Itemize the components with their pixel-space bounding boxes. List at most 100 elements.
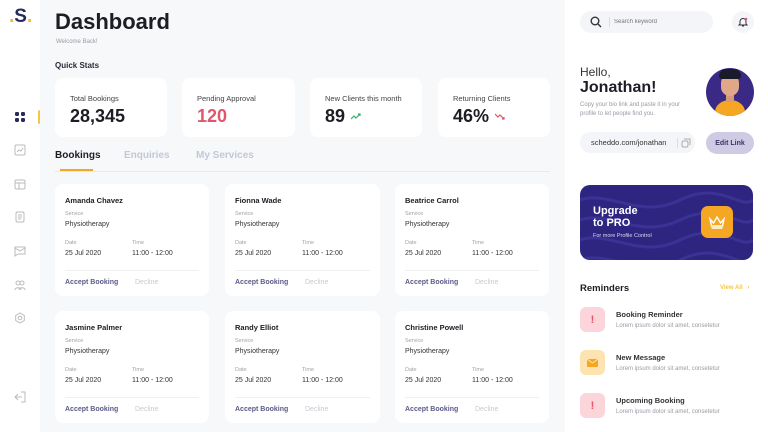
stat-label: Total Bookings xyxy=(70,94,119,103)
accept-booking-button[interactable]: Accept Booking xyxy=(405,279,459,286)
service-label: Service xyxy=(65,338,84,344)
view-all-link[interactable]: View All › xyxy=(720,285,750,291)
logout-button[interactable] xyxy=(12,389,28,405)
service-value: Physiotherapy xyxy=(65,348,110,355)
card-divider xyxy=(65,397,199,398)
reminder-icon-box: ! xyxy=(580,307,605,332)
calendar-icon xyxy=(14,179,26,190)
search-divider xyxy=(609,17,610,27)
time-value: 11:00 - 12:00 xyxy=(302,377,343,384)
client-name: Randy Elliot xyxy=(235,323,279,332)
reminder-icon-box xyxy=(580,350,605,375)
grid-icon xyxy=(15,112,25,122)
stat-label: Returning Clients xyxy=(453,94,511,103)
upgrade-subtitle: For more Profile Control xyxy=(593,233,652,239)
link-divider xyxy=(677,138,678,148)
decline-button[interactable]: Decline xyxy=(305,406,329,413)
date-label: Date xyxy=(405,367,417,373)
edit-link-button[interactable]: Edit Link xyxy=(706,132,754,154)
reminder-title: New Message xyxy=(616,353,666,362)
service-value: Physiotherapy xyxy=(405,221,450,228)
tab-enquiries[interactable]: Enquiries xyxy=(124,150,170,161)
reminder-item[interactable]: ! Booking Reminder Lorem ipsum dolor sit… xyxy=(580,307,755,333)
date-label: Date xyxy=(235,240,247,246)
date-label: Date xyxy=(65,240,77,246)
alert-icon: ! xyxy=(590,313,595,326)
tab-bookings[interactable]: Bookings xyxy=(55,150,101,161)
reminder-item[interactable]: ! Upcoming Booking Lorem ipsum dolor sit… xyxy=(580,393,755,419)
message-icon xyxy=(14,246,26,257)
decline-button[interactable]: Decline xyxy=(305,279,329,286)
booking-card: Randy Elliot Service Physiotherapy Date … xyxy=(225,311,380,423)
client-name: Jasmine Palmer xyxy=(65,323,123,332)
search-box[interactable] xyxy=(580,11,713,33)
upgrade-title: Upgrade to PRO xyxy=(593,205,638,229)
reminder-desc: Lorem ipsum dolor sit amet, consetetur xyxy=(616,323,720,329)
client-name: Fionna Wade xyxy=(235,196,282,205)
decline-button[interactable]: Decline xyxy=(475,279,499,286)
users-icon xyxy=(14,280,26,291)
sidebar: .S. xyxy=(0,0,40,432)
time-label: Time xyxy=(302,240,315,246)
nav-settings[interactable] xyxy=(12,310,28,326)
service-value: Physiotherapy xyxy=(405,348,450,355)
decline-button[interactable]: Decline xyxy=(135,279,159,286)
time-value: 11:00 - 12:00 xyxy=(132,250,173,257)
decline-button[interactable]: Decline xyxy=(135,406,159,413)
tabs-divider xyxy=(55,171,550,172)
accept-booking-button[interactable]: Accept Booking xyxy=(235,406,289,413)
booking-card: Christine Powell Service Physiotherapy D… xyxy=(395,311,549,423)
nav-dashboard[interactable] xyxy=(12,109,28,125)
accept-booking-button[interactable]: Accept Booking xyxy=(65,279,119,286)
nav-analytics[interactable] xyxy=(12,142,28,158)
search-input[interactable] xyxy=(614,15,706,29)
greeting: Hello, xyxy=(580,65,611,79)
service-value: Physiotherapy xyxy=(235,348,280,355)
nav-clients[interactable] xyxy=(12,277,28,293)
nav-documents[interactable] xyxy=(12,209,28,225)
tab-my-services[interactable]: My Services xyxy=(196,150,254,161)
client-name: Beatrice Carrol xyxy=(405,196,459,205)
decline-button[interactable]: Decline xyxy=(475,406,499,413)
welcome-text: Welcome Back! xyxy=(56,39,98,45)
wave-pattern xyxy=(580,191,753,260)
crown-icon xyxy=(708,215,726,229)
stat-value: 89 xyxy=(325,106,362,127)
date-value: 25 Jul 2020 xyxy=(405,377,442,384)
trend-down-icon xyxy=(495,113,505,120)
card-divider xyxy=(235,270,370,271)
booking-card: Beatrice Carrol Service Physiotherapy Da… xyxy=(395,184,549,296)
active-indicator xyxy=(38,110,40,124)
booking-card: Jasmine Palmer Service Physiotherapy Dat… xyxy=(55,311,209,423)
logout-icon xyxy=(14,391,26,403)
upgrade-card[interactable]: Upgrade to PRO For more Profile Control xyxy=(580,185,753,260)
alert-icon: ! xyxy=(590,399,595,412)
stat-label: Pending Approval xyxy=(197,94,256,103)
accept-booking-button[interactable]: Accept Booking xyxy=(405,406,459,413)
notifications-button[interactable] xyxy=(732,11,754,33)
logo[interactable]: .S. xyxy=(9,6,33,27)
reminder-title: Upcoming Booking xyxy=(616,396,685,405)
service-value: Physiotherapy xyxy=(65,221,110,228)
time-value: 11:00 - 12:00 xyxy=(472,377,513,384)
bio-link-field[interactable]: scheddo.com/jonathan xyxy=(580,132,695,153)
booking-card: Fionna Wade Service Physiotherapy Date 2… xyxy=(225,184,380,296)
crown-badge xyxy=(701,206,733,238)
date-value: 25 Jul 2020 xyxy=(405,250,442,257)
client-name: Amanda Chavez xyxy=(65,196,123,205)
date-value: 25 Jul 2020 xyxy=(65,250,102,257)
stat-returning-clients: Returning Clients 46% xyxy=(438,78,550,137)
card-divider xyxy=(405,270,539,271)
reminder-desc: Lorem ipsum dolor sit amet, consetetur xyxy=(616,409,720,415)
user-name: Jonathan! xyxy=(580,79,657,96)
reminder-item[interactable]: New Message Lorem ipsum dolor sit amet, … xyxy=(580,350,755,376)
nav-calendar[interactable] xyxy=(12,176,28,192)
date-label: Date xyxy=(65,367,77,373)
copy-icon[interactable] xyxy=(681,138,691,148)
stat-value: 46% xyxy=(453,106,506,127)
accept-booking-button[interactable]: Accept Booking xyxy=(235,279,289,286)
date-value: 25 Jul 2020 xyxy=(235,377,272,384)
service-label: Service xyxy=(405,338,424,344)
accept-booking-button[interactable]: Accept Booking xyxy=(65,406,119,413)
nav-messages[interactable] xyxy=(12,243,28,259)
